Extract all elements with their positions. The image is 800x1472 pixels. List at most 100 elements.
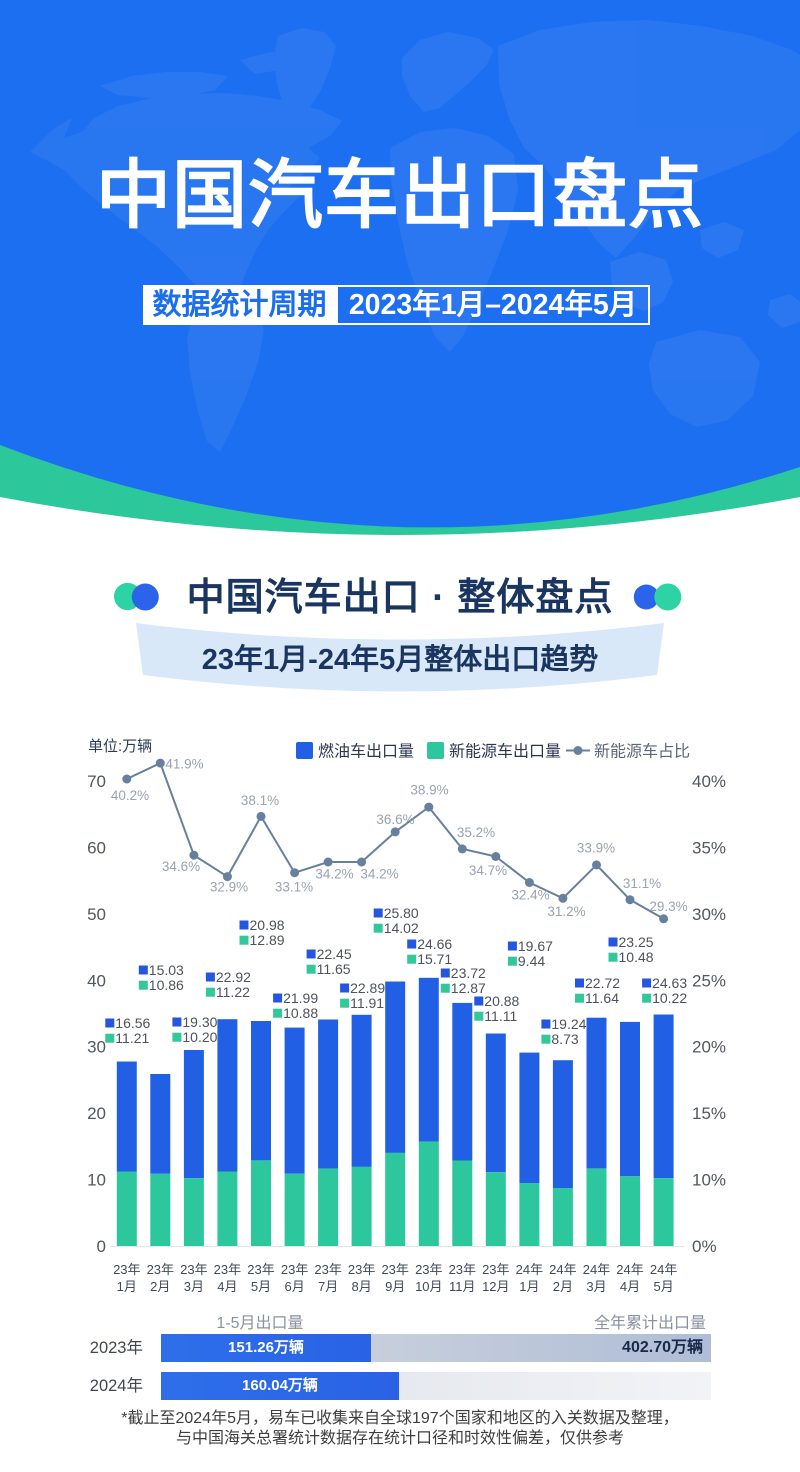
svg-text:3月: 3月 [184, 1279, 204, 1294]
svg-text:8月: 8月 [351, 1279, 371, 1294]
svg-text:23年: 23年 [449, 1262, 476, 1277]
svg-text:7月: 7月 [318, 1279, 338, 1294]
svg-text:0%: 0% [692, 1237, 717, 1256]
svg-text:40: 40 [87, 971, 106, 990]
svg-text:30: 30 [87, 1038, 106, 1057]
svg-text:23.72: 23.72 [451, 965, 486, 981]
svg-text:10.22: 10.22 [652, 990, 687, 1006]
svg-text:10%: 10% [692, 1171, 726, 1190]
svg-text:30%: 30% [692, 905, 726, 924]
svg-text:新能源车占比: 新能源车占比 [594, 743, 690, 761]
svg-text:23年: 23年 [281, 1262, 308, 1277]
svg-text:29.3%: 29.3% [649, 899, 687, 914]
svg-text:34.7%: 34.7% [469, 863, 507, 878]
svg-text:23年: 23年 [113, 1262, 140, 1277]
svg-text:24年: 24年 [583, 1262, 610, 1277]
svg-text:60: 60 [87, 838, 106, 857]
svg-text:70: 70 [87, 772, 106, 791]
svg-text:25.80: 25.80 [384, 905, 419, 921]
svg-text:21.99: 21.99 [283, 990, 318, 1006]
svg-text:24年: 24年 [516, 1262, 543, 1277]
svg-text:23年: 23年 [247, 1262, 274, 1277]
svg-text:4月: 4月 [217, 1279, 237, 1294]
svg-text:23年: 23年 [348, 1262, 375, 1277]
svg-text:23年: 23年 [180, 1262, 207, 1277]
svg-text:11.65: 11.65 [317, 961, 351, 977]
svg-text:5月: 5月 [251, 1279, 271, 1294]
svg-text:9.44: 9.44 [518, 953, 545, 969]
svg-text:24.66: 24.66 [417, 936, 452, 952]
svg-text:5月: 5月 [653, 1279, 673, 1294]
svg-text:16.56: 16.56 [115, 1015, 150, 1031]
svg-text:23年: 23年 [314, 1262, 341, 1277]
svg-text:34.6%: 34.6% [162, 859, 200, 874]
svg-text:11.91: 11.91 [350, 995, 384, 1011]
svg-text:32.9%: 32.9% [210, 880, 248, 895]
svg-text:36.6%: 36.6% [376, 812, 414, 827]
svg-text:38.1%: 38.1% [241, 793, 279, 808]
svg-text:10.86: 10.86 [149, 977, 184, 993]
svg-text:40%: 40% [692, 772, 726, 791]
svg-text:23年: 23年 [214, 1262, 241, 1277]
svg-text:31.1%: 31.1% [623, 876, 661, 891]
svg-text:32.4%: 32.4% [511, 888, 549, 903]
svg-text:41.9%: 41.9% [165, 757, 203, 772]
svg-text:23年: 23年 [381, 1262, 408, 1277]
svg-text:24年: 24年 [650, 1262, 677, 1277]
svg-text:23年: 23年 [147, 1262, 174, 1277]
svg-text:6月: 6月 [284, 1279, 304, 1294]
svg-text:10.20: 10.20 [182, 1029, 217, 1045]
svg-text:1月: 1月 [117, 1279, 137, 1294]
svg-text:31.2%: 31.2% [547, 904, 585, 919]
svg-text:22.92: 22.92 [216, 969, 251, 985]
svg-text:35%: 35% [692, 838, 726, 857]
svg-text:22.72: 22.72 [585, 975, 620, 991]
svg-text:24年: 24年 [616, 1262, 643, 1277]
svg-text:20.88: 20.88 [484, 993, 519, 1009]
svg-text:11.21: 11.21 [115, 1030, 149, 1046]
svg-text:19.67: 19.67 [518, 938, 553, 954]
svg-text:12.89: 12.89 [250, 932, 285, 948]
svg-text:燃油车出口量: 燃油车出口量 [318, 743, 414, 761]
svg-text:11月: 11月 [449, 1279, 476, 1294]
svg-text:35.2%: 35.2% [457, 825, 495, 840]
svg-text:12月: 12月 [482, 1279, 509, 1294]
svg-text:4月: 4月 [620, 1279, 640, 1294]
svg-text:2月: 2月 [150, 1279, 170, 1294]
svg-text:15.03: 15.03 [149, 962, 184, 978]
svg-text:22.45: 22.45 [317, 946, 352, 962]
svg-text:12.87: 12.87 [451, 980, 486, 996]
svg-text:23年: 23年 [415, 1262, 442, 1277]
svg-text:23年: 23年 [482, 1262, 509, 1277]
svg-text:20%: 20% [692, 1038, 726, 1057]
svg-text:23.25: 23.25 [619, 934, 654, 950]
svg-text:10: 10 [87, 1171, 106, 1190]
svg-text:0: 0 [97, 1237, 106, 1256]
svg-text:24年: 24年 [549, 1262, 576, 1277]
svg-text:11.22: 11.22 [216, 984, 250, 1000]
svg-text:10.48: 10.48 [619, 949, 654, 965]
svg-text:15%: 15% [692, 1104, 726, 1123]
svg-text:8.73: 8.73 [551, 1031, 578, 1047]
svg-text:34.2%: 34.2% [360, 867, 398, 882]
svg-text:24.63: 24.63 [652, 975, 687, 991]
svg-text:38.9%: 38.9% [410, 783, 448, 798]
svg-text:19.30: 19.30 [182, 1014, 217, 1030]
svg-text:20: 20 [87, 1104, 106, 1123]
svg-text:10.88: 10.88 [283, 1005, 318, 1021]
svg-text:33.1%: 33.1% [275, 880, 313, 895]
svg-text:34.2%: 34.2% [315, 867, 353, 882]
svg-text:33.9%: 33.9% [577, 841, 615, 856]
svg-text:3月: 3月 [586, 1279, 606, 1294]
svg-text:40.2%: 40.2% [111, 788, 149, 803]
svg-text:2月: 2月 [553, 1279, 573, 1294]
svg-text:1月: 1月 [519, 1279, 539, 1294]
svg-text:新能源车出口量: 新能源车出口量 [449, 743, 561, 761]
svg-text:50: 50 [87, 905, 106, 924]
svg-text:14.02: 14.02 [384, 920, 419, 936]
svg-text:10月: 10月 [415, 1279, 442, 1294]
svg-text:20.98: 20.98 [250, 917, 285, 933]
svg-text:9月: 9月 [385, 1279, 405, 1294]
svg-text:25%: 25% [692, 971, 726, 990]
svg-text:11.64: 11.64 [585, 990, 619, 1006]
